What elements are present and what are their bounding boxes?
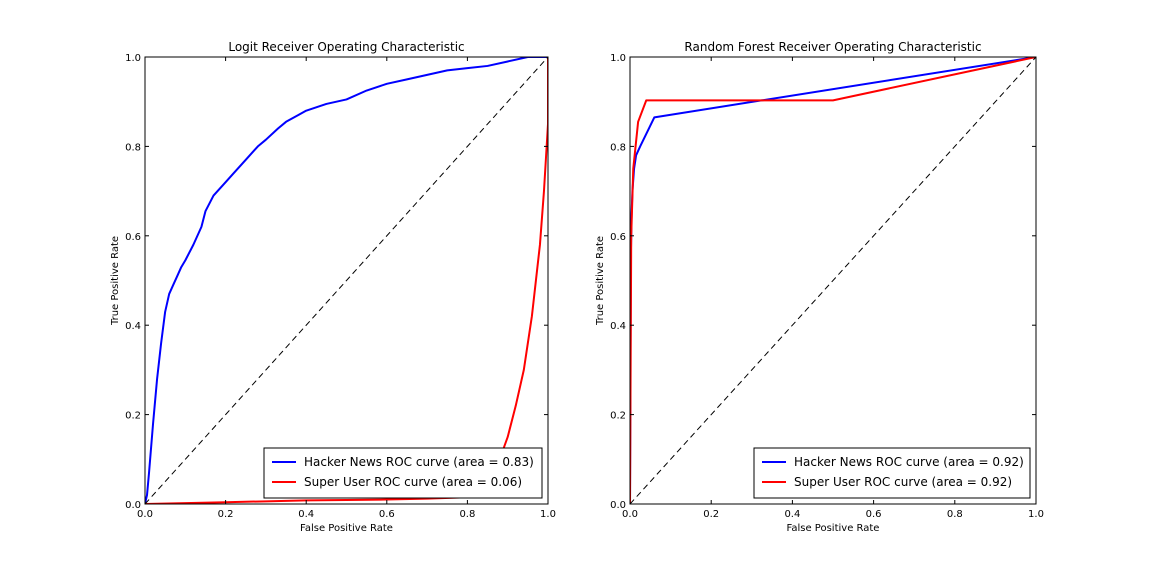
diagonal-reference-line: [630, 57, 1036, 504]
x-tick-label: 0.6: [379, 509, 395, 520]
x-tick-label: 0.6: [866, 509, 882, 520]
x-tick-label: 0.4: [784, 509, 800, 520]
legend-entry: Hacker News ROC curve (area = 0.83): [304, 455, 534, 469]
y-tick-label: 0.6: [125, 232, 141, 243]
chart-title: Logit Receiver Operating Characteristic: [228, 40, 464, 54]
x-tick-label: 0.8: [947, 509, 963, 520]
legend: Hacker News ROC curve (area = 0.92) Super…: [753, 447, 1031, 499]
x-tick-label: 0.0: [137, 509, 153, 520]
x-tick-label: 0.8: [459, 509, 475, 520]
series-line-1: [145, 57, 548, 504]
y-tick-label: 0.8: [610, 142, 626, 153]
legend: Hacker News ROC curve (area = 0.83) Super…: [263, 447, 543, 499]
y-tick-label: 0.4: [610, 321, 626, 332]
x-tick-label: 0.0: [622, 509, 638, 520]
legend-entry: Super User ROC curve (area = 0.06): [304, 475, 522, 489]
y-tick-label: 0.0: [125, 500, 141, 511]
chart-1: Logit Receiver Operating Characteristic 0…: [110, 40, 556, 534]
y-tick-label: 0.6: [610, 232, 626, 243]
axes-frame: [144, 56, 549, 505]
legend-entry: Super User ROC curve (area = 0.92): [794, 475, 1012, 489]
x-axis-label: False Positive Rate: [787, 523, 880, 534]
legend-box: [753, 447, 1031, 499]
y-tick-label: 1.0: [610, 53, 626, 64]
y-tick-label: 0.4: [125, 321, 141, 332]
diagonal-reference-line: [145, 57, 548, 504]
y-axis-label: True Positive Rate: [595, 236, 606, 326]
y-tick-label: 0.8: [125, 142, 141, 153]
plot-area: [145, 57, 548, 504]
x-tick-label: 1.0: [1028, 509, 1044, 520]
y-tick-label: 0.2: [610, 411, 626, 422]
chart-2: Random Forest Receiver Operating Charact…: [595, 40, 1044, 534]
y-tick-label: 1.0: [125, 53, 141, 64]
y-tick-label: 0.2: [125, 411, 141, 422]
legend-entry: Hacker News ROC curve (area = 0.92): [794, 455, 1024, 469]
x-axis-label: False Positive Rate: [300, 523, 393, 534]
axes-frame: [629, 56, 1037, 505]
x-tick-label: 0.4: [298, 509, 314, 520]
x-tick-label: 0.2: [703, 509, 719, 520]
x-tick-label: 1.0: [540, 509, 556, 520]
chart-title: Random Forest Receiver Operating Charact…: [684, 40, 981, 54]
y-axis-label: True Positive Rate: [110, 236, 121, 326]
plot-area: [630, 57, 1036, 504]
x-tick-label: 0.2: [218, 509, 234, 520]
y-tick-label: 0.0: [610, 500, 626, 511]
legend-box: [263, 447, 543, 499]
